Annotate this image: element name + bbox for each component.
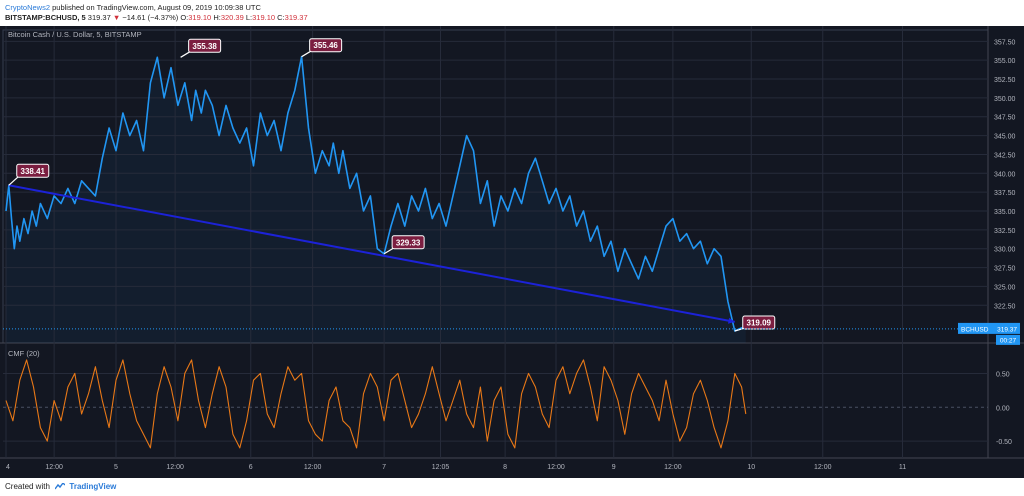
cmf-tick-label: 0.00	[996, 405, 1010, 412]
callout-label: 338.41	[21, 167, 46, 176]
footer: Created with TradingView	[5, 482, 116, 491]
callout-label: 319.09	[747, 319, 772, 328]
close-label: C:	[277, 13, 285, 22]
high-value: 320.39	[220, 13, 244, 22]
time-tick-label: 12:05	[432, 464, 450, 471]
tradingview-logo-icon	[55, 483, 66, 490]
time-tick-label: 10	[747, 464, 755, 471]
symbol-ohlc-line: BITSTAMP:BCHUSD, 5 319.37 ▼ −14.61 (−4.3…	[5, 13, 308, 22]
series-title: Bitcoin Cash / U.S. Dollar, 5, BITSTAMP	[8, 30, 142, 39]
cmf-line	[5, 359, 747, 449]
price-change: −14.61 (−4.37%)	[122, 13, 179, 22]
price-tick-label: 342.50	[994, 152, 1016, 159]
time-tick-label: 12:00	[547, 464, 565, 471]
callout-box[interactable]	[309, 38, 343, 53]
cmf-title: CMF (20)	[8, 349, 40, 358]
trend-arrow-head	[727, 317, 735, 324]
callout-box[interactable]	[742, 315, 776, 330]
callout-box[interactable]	[188, 38, 222, 53]
callout-pointer	[8, 175, 20, 186]
open-label: O:	[180, 13, 189, 22]
time-tick-label: 9	[612, 464, 616, 471]
time-tick-label: 11	[899, 464, 906, 471]
price-tick-label: 340.00	[994, 171, 1016, 178]
last-price: 319.37	[87, 13, 111, 22]
price-tick-label: 325.00	[994, 284, 1016, 291]
price-line	[5, 55, 746, 332]
time-tick-label: 8	[503, 464, 507, 471]
price-tick-label: 322.50	[994, 303, 1016, 310]
publish-header: CryptoNews2 published on TradingView.com…	[0, 0, 1024, 26]
high-label: H:	[213, 13, 221, 22]
low-value: 319.10	[252, 13, 276, 22]
price-tag-symbol: BCHUSD	[961, 326, 989, 333]
close-value: 319.37	[284, 13, 308, 22]
price-tick-label: 327.50	[994, 266, 1016, 273]
callout-box[interactable]	[16, 163, 50, 178]
cmf-tick-label: 0.50	[996, 371, 1010, 378]
price-tick-label: 335.00	[994, 209, 1016, 216]
publish-info: CryptoNews2 published on TradingView.com…	[5, 3, 261, 12]
price-tick-label: 357.50	[994, 39, 1016, 46]
time-tick-label: 12:00	[664, 464, 682, 471]
time-tick-label: 7	[382, 464, 386, 471]
time-tick-label: 6	[249, 464, 253, 471]
price-tick-label: 347.50	[994, 115, 1016, 122]
price-tick-label: 350.00	[994, 96, 1016, 103]
time-tick-label: 12:00	[304, 464, 322, 471]
price-tick-label: 345.00	[994, 134, 1016, 141]
tradingview-brand[interactable]: TradingView	[69, 482, 117, 491]
price-tick-label: 330.00	[994, 247, 1016, 254]
price-tag-value: 319.37	[997, 326, 1017, 333]
open-value: 319.10	[188, 13, 212, 22]
callout-label: 355.38	[192, 42, 217, 51]
symbol-label: BITSTAMP:BCHUSD, 5	[5, 13, 86, 22]
price-tick-label: 355.00	[994, 58, 1016, 65]
low-label: L:	[245, 13, 253, 22]
down-arrow-icon: ▼	[112, 13, 121, 22]
price-tick-label: 332.50	[994, 228, 1016, 235]
price-tick-label: 352.50	[994, 77, 1016, 84]
author-link[interactable]: CryptoNews2	[5, 3, 51, 12]
time-tick-label: 4	[6, 464, 10, 471]
countdown-label: 00:27	[1000, 337, 1017, 344]
price-area-fill	[6, 56, 746, 343]
time-tick-label: 5	[114, 464, 118, 471]
published-text: published on TradingView.com, August 09,…	[52, 3, 261, 12]
countdown-box	[996, 334, 1020, 345]
time-tick-label: 12:00	[166, 464, 184, 471]
chart-canvas[interactable]: 357.50 355.00 352.50 350.00 347.50 345.00 342.…	[0, 26, 1024, 478]
price-tag-box[interactable]	[958, 322, 1020, 334]
created-with-label: Created with	[5, 482, 50, 491]
cmf-tick-label: -0.50	[996, 439, 1012, 446]
time-tick-label: 12:00	[814, 464, 832, 471]
callout-box[interactable]	[391, 235, 425, 250]
trend-line[interactable]	[8, 184, 735, 323]
chart-background	[0, 26, 1024, 478]
callout-label: 355.46	[313, 41, 338, 50]
callout-label: 329.33	[396, 238, 421, 247]
time-tick-label: 12:00	[45, 464, 63, 471]
price-tick-label: 337.50	[994, 190, 1016, 197]
